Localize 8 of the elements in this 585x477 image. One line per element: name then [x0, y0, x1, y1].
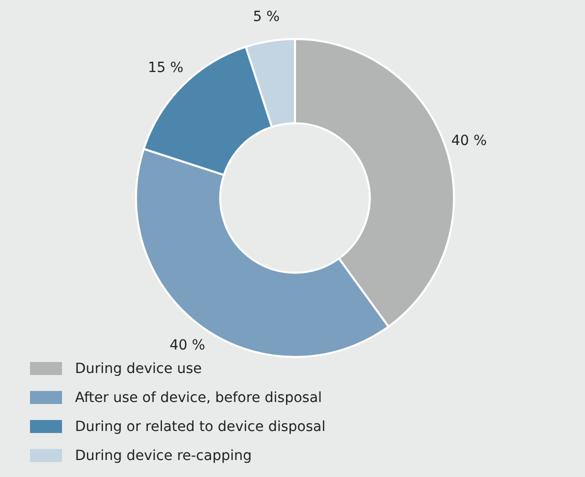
data-label: 40 %	[170, 338, 206, 354]
legend-label: During device re-capping	[75, 448, 252, 464]
legend-label: During device use	[75, 360, 202, 376]
legend-label: During or related to device disposal	[75, 418, 326, 434]
data-label: 15 %	[148, 60, 184, 76]
data-label: 5 %	[253, 8, 280, 25]
legend-label: After use of device, before disposal	[75, 390, 322, 406]
data-label: 40 %	[451, 133, 487, 150]
